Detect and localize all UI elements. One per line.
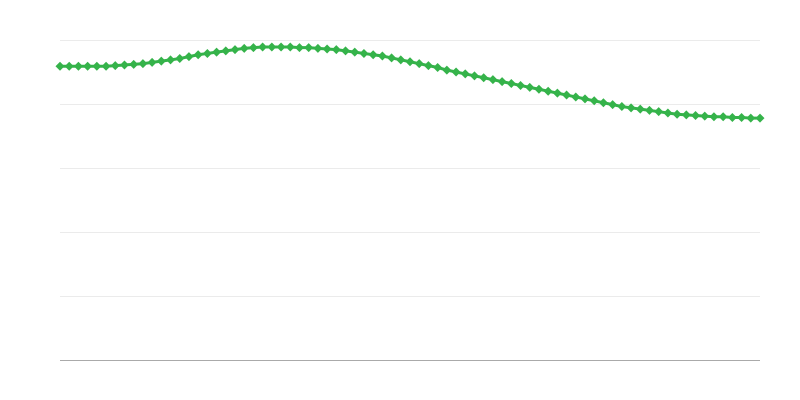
data-point-marker: [147, 57, 157, 67]
data-point-marker: [654, 107, 664, 117]
data-point-marker: [350, 47, 360, 57]
data-point-marker: [691, 111, 701, 121]
data-point-marker: [248, 43, 258, 53]
data-point-marker: [589, 96, 599, 106]
data-point-marker: [423, 61, 433, 71]
data-point-marker: [322, 44, 332, 54]
data-point-marker: [313, 43, 323, 53]
data-point-marker: [700, 111, 710, 121]
data-point-marker: [718, 112, 728, 122]
data-point-marker: [175, 54, 185, 64]
data-point-marker: [193, 50, 203, 60]
data-point-marker: [617, 102, 627, 112]
series-line: [55, 42, 765, 123]
data-point-marker: [119, 60, 129, 70]
data-point-marker: [497, 77, 507, 87]
data-point-marker: [267, 42, 277, 52]
data-point-marker: [294, 43, 304, 53]
data-point-marker: [396, 55, 406, 65]
data-point-marker: [479, 73, 489, 83]
data-point-marker: [755, 113, 765, 123]
data-point-marker: [534, 84, 544, 94]
data-point-marker: [129, 59, 139, 69]
data-point-marker: [156, 56, 166, 66]
data-point-marker: [663, 108, 673, 118]
data-point-marker: [166, 55, 176, 65]
data-point-marker: [552, 88, 562, 98]
data-point-marker: [644, 105, 654, 115]
data-point-marker: [709, 112, 719, 122]
data-point-marker: [626, 103, 636, 113]
gridlines: [60, 40, 760, 297]
data-point-marker: [562, 90, 572, 100]
data-point-marker: [285, 42, 295, 52]
data-point-marker: [110, 61, 120, 71]
data-point-marker: [571, 92, 581, 102]
data-point-marker: [101, 61, 111, 71]
data-point-marker: [230, 45, 240, 55]
data-point-marker: [239, 43, 249, 53]
data-point-marker: [304, 43, 314, 53]
data-point-marker: [516, 80, 526, 90]
data-point-marker: [405, 57, 415, 67]
data-point-marker: [377, 51, 387, 61]
data-point-marker: [598, 98, 608, 108]
data-point-marker: [681, 110, 691, 120]
data-point-marker: [55, 61, 65, 71]
data-point-marker: [414, 59, 424, 69]
data-point-marker: [506, 79, 516, 89]
data-point-marker: [359, 48, 369, 58]
data-point-marker: [64, 61, 74, 71]
data-point-marker: [737, 112, 747, 122]
data-point-marker: [442, 65, 452, 75]
data-point-marker: [746, 113, 756, 123]
data-point-marker: [83, 61, 93, 71]
data-point-marker: [258, 42, 268, 52]
data-point-marker: [276, 42, 286, 52]
data-point-marker: [460, 69, 470, 79]
data-point-marker: [433, 63, 443, 73]
data-point-marker: [387, 53, 397, 63]
data-point-marker: [202, 48, 212, 58]
data-point-marker: [138, 59, 148, 69]
data-point-marker: [212, 47, 222, 57]
data-point-marker: [331, 45, 341, 55]
data-point-marker: [635, 104, 645, 114]
data-point-marker: [73, 61, 83, 71]
data-point-marker: [543, 86, 553, 96]
data-point-marker: [488, 75, 498, 85]
data-point-marker: [608, 100, 618, 110]
data-point-marker: [341, 46, 351, 56]
data-point-marker: [525, 82, 535, 92]
data-point-marker: [469, 71, 479, 81]
data-point-marker: [368, 50, 378, 60]
data-point-marker: [672, 109, 682, 119]
data-point-marker: [451, 67, 461, 77]
data-point-marker: [184, 52, 194, 62]
data-point-marker: [221, 46, 231, 56]
data-point-marker: [92, 61, 102, 71]
data-point-marker: [580, 94, 590, 104]
data-point-marker: [727, 112, 737, 122]
